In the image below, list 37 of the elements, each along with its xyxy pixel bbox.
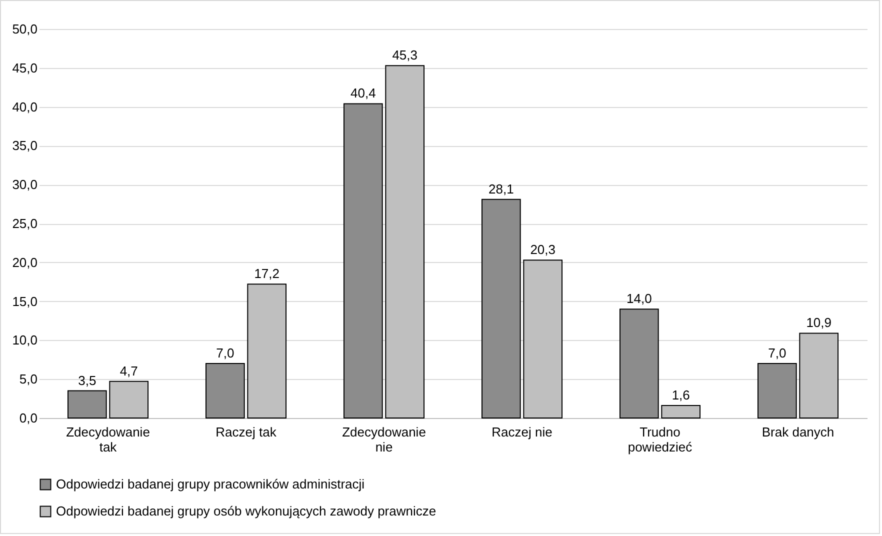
data-label: 28,1 — [488, 181, 514, 196]
legend-label: Odpowiedzi badanej grupy osób wykonujących zawody prawnicze — [56, 504, 436, 518]
bar — [67, 390, 107, 418]
x-tick-label: Zdecydowanie tak — [66, 424, 150, 454]
data-label: 7,0 — [216, 346, 234, 361]
data-label: 7,0 — [768, 346, 786, 361]
data-label: 20,3 — [530, 242, 556, 258]
data-label: 10,9 — [806, 315, 832, 330]
data-label: 17,2 — [254, 266, 280, 282]
y-tick-label: 25,0 — [12, 216, 38, 231]
y-tick-label: 10,0 — [12, 332, 38, 348]
x-tick-label: Zdecydowanie nie — [342, 424, 426, 454]
y-tick-label: 35,0 — [12, 138, 38, 154]
data-label: 3,5 — [78, 372, 96, 388]
legend-label: Odpowiedzi badanej grupy pracowników administracji — [56, 476, 365, 492]
y-tick-label: 5,0 — [19, 372, 38, 387]
x-tick-label: Raczej tak — [216, 424, 277, 440]
x-tick-label: Raczej nie — [492, 424, 552, 440]
y-tick-label: 0,0 — [19, 410, 38, 426]
bar — [205, 363, 245, 418]
bar — [619, 308, 659, 418]
y-tick-label: 50,0 — [12, 22, 38, 36]
x-tick-label: Trudno powiedzieć — [628, 424, 693, 454]
bar — [481, 198, 521, 418]
y-tick-label: 45,0 — [12, 60, 38, 76]
data-label: 14,0 — [626, 291, 652, 306]
data-label: 1,6 — [672, 388, 690, 403]
data-label: 4,7 — [120, 363, 138, 378]
data-label: 40,4 — [350, 86, 376, 101]
y-tick-label: 40,0 — [12, 99, 38, 114]
y-tick-label: 15,0 — [12, 294, 38, 309]
bar — [757, 363, 797, 418]
y-tick-label: 20,0 — [12, 254, 38, 270]
bar — [343, 103, 383, 418]
data-label: 45,3 — [392, 48, 418, 63]
y-tick-label: 30,0 — [12, 177, 38, 192]
x-tick-label: Brak danych — [762, 424, 834, 440]
